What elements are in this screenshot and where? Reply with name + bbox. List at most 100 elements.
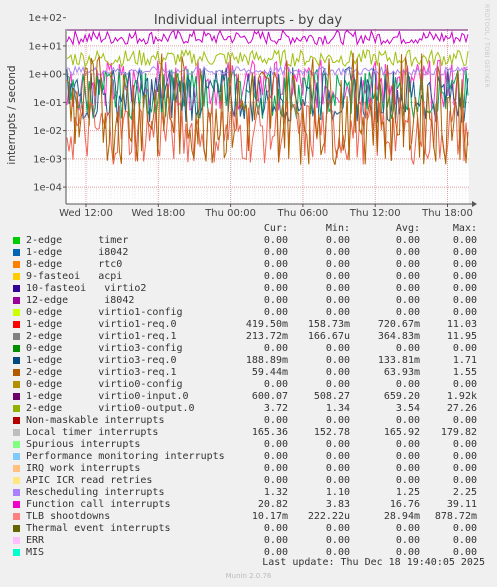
legend-min: 508.27 (313, 391, 350, 402)
legend-max: 0.00 (452, 247, 477, 258)
header-cur: Cur: (263, 223, 288, 234)
legend-row: 12-edge i8042 0.00 0.00 0.00 0.00 (0, 295, 497, 307)
legend-cur: 0.00 (263, 535, 288, 546)
x-ticks: Wed 12:00 Wed 18:00 Thu 00:00 Thu 06:00 Thu … (59, 204, 473, 219)
legend-avg: 0.00 (395, 343, 420, 354)
legend-min: 0.00 (325, 535, 350, 546)
legend-swatch (13, 321, 20, 328)
legend-min: 0.00 (325, 475, 350, 486)
legend-cur: 0.00 (263, 547, 288, 558)
legend-row: Performance monitoring interrupts 0.00 0.0… (0, 451, 497, 463)
legend-label: 2-edge virtio0-output.0 (26, 403, 195, 414)
legend-avg: 0.00 (395, 259, 420, 270)
legend-rows: 2-edge timer 0.00 0.00 0.00 0.00 1-edge i8042… (0, 235, 497, 559)
legend-label: ERR (26, 535, 45, 546)
legend-min: 0.00 (325, 271, 350, 282)
legend-label: MIS (26, 547, 45, 558)
legend-max: 0.00 (452, 379, 477, 390)
header-avg: Avg: (395, 223, 420, 234)
legend-label: Performance monitoring interrupts (26, 451, 225, 462)
legend-swatch (13, 417, 20, 424)
legend-row: 2-edge virtio1-req.1 213.72m 166.67u 364.83… (0, 331, 497, 343)
legend-cur: 165.36 (251, 427, 288, 438)
legend-avg: 0.00 (395, 547, 420, 558)
legend-swatch (13, 537, 20, 544)
legend-min: 166.67u (307, 331, 350, 342)
series-line (66, 29, 469, 47)
legend-swatch (13, 345, 20, 352)
legend-label: APIC ICR read retries (26, 475, 153, 486)
y-tick-label: 1e+00 (28, 70, 62, 81)
legend-label: 9-fasteoi acpi (26, 271, 123, 282)
legend-avg: 28.94m (383, 511, 420, 522)
legend-cur: 10.17m (251, 511, 288, 522)
legend-row: ERR 0.00 0.00 0.00 0.00 (0, 535, 497, 547)
legend-avg: 0.00 (395, 415, 420, 426)
rrdtool-watermark: RRDTOOL / TOBI OETIKER (483, 4, 490, 88)
legend-min: 0.00 (325, 283, 350, 294)
legend-label: Function call interrupts (26, 499, 171, 510)
legend-cur: 0.00 (263, 247, 288, 258)
legend-label: 2-edge virtio1-req.1 (26, 331, 177, 342)
x-tick-label: Wed 12:00 (59, 208, 113, 219)
legend-max: 0.00 (452, 439, 477, 450)
legend-label: Rescheduling interrupts (26, 487, 165, 498)
legend-row: 1-edge virtio0-input.0 600.07 508.27 659.20… (0, 391, 497, 403)
legend-avg: 0.00 (395, 271, 420, 282)
legend-max: 0.00 (452, 463, 477, 474)
legend-swatch (13, 513, 20, 520)
legend-max: 27.26 (446, 403, 477, 414)
legend-max: 0.00 (452, 523, 477, 534)
legend-label: 0-edge virtio1-config (26, 307, 183, 318)
legend-min: 158.73m (307, 319, 350, 330)
legend-row: Thermal event interrupts 0.00 0.00 0.00 0.00 (0, 523, 497, 535)
legend-avg: 0.00 (395, 439, 420, 450)
legend-max: 0.00 (452, 343, 477, 354)
legend-swatch (13, 357, 20, 364)
legend-label: 2-edge virtio3-req.1 (26, 367, 177, 378)
legend-avg: 3.54 (395, 403, 420, 414)
legend-avg: 133.81m (377, 355, 420, 366)
legend-row: 0-edge virtio3-config 0.00 0.00 0.00 0.00 (0, 343, 497, 355)
legend-min: 0.00 (325, 379, 350, 390)
legend-cur: 0.00 (263, 271, 288, 282)
legend-label: 1-edge virtio0-input.0 (26, 391, 189, 402)
legend-max: 0.00 (452, 259, 477, 270)
legend-min: 0.00 (325, 451, 350, 462)
legend-row: Function call interrupts 20.82 3.83 16.76 39… (0, 499, 497, 511)
legend-max: 0.00 (452, 271, 477, 282)
legend-label: IRQ work interrupts (26, 463, 141, 474)
legend-min: 0.00 (325, 367, 350, 378)
legend-max: 0.00 (452, 475, 477, 486)
legend-label: Non-maskable interrupts (26, 415, 165, 426)
legend-avg: 0.00 (395, 475, 420, 486)
legend-row: 0-edge virtio1-config 0.00 0.00 0.00 0.00 (0, 307, 497, 319)
legend-row: 2-edge virtio0-output.0 3.72 1.34 3.54 27.26 (0, 403, 497, 415)
legend-row: 1-edge virtio3-req.0 188.89m 0.00 133.81m 1.… (0, 355, 497, 367)
legend-cur: 0.00 (263, 439, 288, 450)
legend-min: 0.00 (325, 307, 350, 318)
legend-swatch (13, 297, 20, 304)
legend-swatch (13, 249, 20, 256)
legend-cur: 0.00 (263, 379, 288, 390)
legend-min: 0.00 (325, 523, 350, 534)
legend-min: 0.00 (325, 463, 350, 474)
legend-cur: 0.00 (263, 283, 288, 294)
legend-max: 0.00 (452, 295, 477, 306)
header-min: Min: (325, 223, 350, 234)
legend-swatch (13, 441, 20, 448)
legend-row: MIS 0.00 0.00 0.00 0.00 (0, 547, 497, 559)
last-update: Last update: Thu Dec 18 19:40:05 2025 (262, 557, 485, 568)
series-group (66, 29, 469, 165)
legend-max: 1.55 (452, 367, 477, 378)
legend-row: APIC ICR read retries 0.00 0.00 0.00 0.00 (0, 475, 497, 487)
legend-cur: 213.72m (245, 331, 288, 342)
legend-label: 10-fasteoi virtio2 (26, 283, 147, 294)
legend-cur: 0.00 (263, 235, 288, 246)
legend-row: Local timer interrupts 165.36 152.78 165.92… (0, 427, 497, 439)
legend-max: 11.95 (446, 331, 477, 342)
legend-min: 1.34 (325, 403, 350, 414)
legend-label: 0-edge virtio3-config (26, 343, 183, 354)
legend-row: 1-edge i8042 0.00 0.00 0.00 0.00 (0, 247, 497, 259)
legend-max: 1.92k (446, 391, 477, 402)
